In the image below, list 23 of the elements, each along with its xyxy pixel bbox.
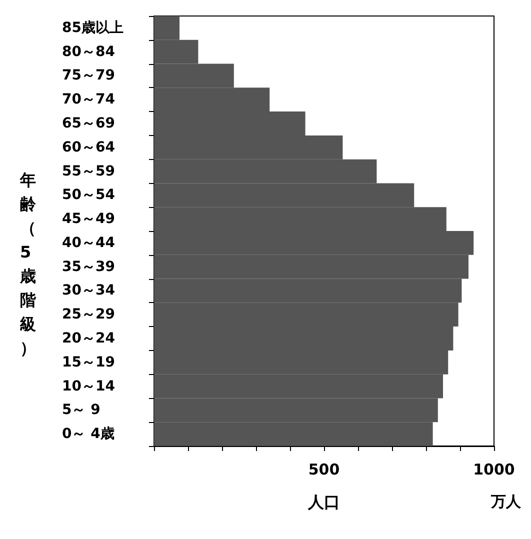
y-tick-label: 25～29 (62, 306, 115, 323)
y-tick-label: 75～79 (62, 68, 115, 84)
y-tick-label: 15～19 (62, 354, 115, 370)
x-tick-label: 500 (308, 460, 340, 478)
y-tick-label: 0～ 4歳 (62, 426, 114, 442)
y-tick-label: 80～84 (62, 44, 116, 60)
y-tick-label: 35～39 (62, 258, 115, 275)
y-tick-label: 70～74 (62, 92, 116, 108)
y-tick-label: 50～54 (62, 187, 116, 204)
y-tick-label: 45～49 (62, 211, 115, 228)
y-tick-label: 60～64 (62, 139, 116, 156)
y-tick-label: 20～24 (62, 330, 116, 346)
x-tick-label: 1000 (473, 460, 515, 478)
y-tick-label: 40～44 (62, 234, 116, 251)
y-tick-label: 30～34 (62, 282, 116, 299)
text: 万人 (490, 492, 522, 510)
x-axis-title: 人口 (307, 492, 340, 512)
y-axis-title: 年齢（5歳階級） (19, 170, 37, 358)
y-tick-label: 85歳以上 (62, 20, 124, 36)
y-tick-label: 55～59 (62, 163, 115, 180)
y-tick-label: 5～ 9 (62, 402, 100, 418)
y-tick-label: 10～14 (62, 378, 116, 394)
y-tick-label: 65～69 (62, 116, 115, 132)
